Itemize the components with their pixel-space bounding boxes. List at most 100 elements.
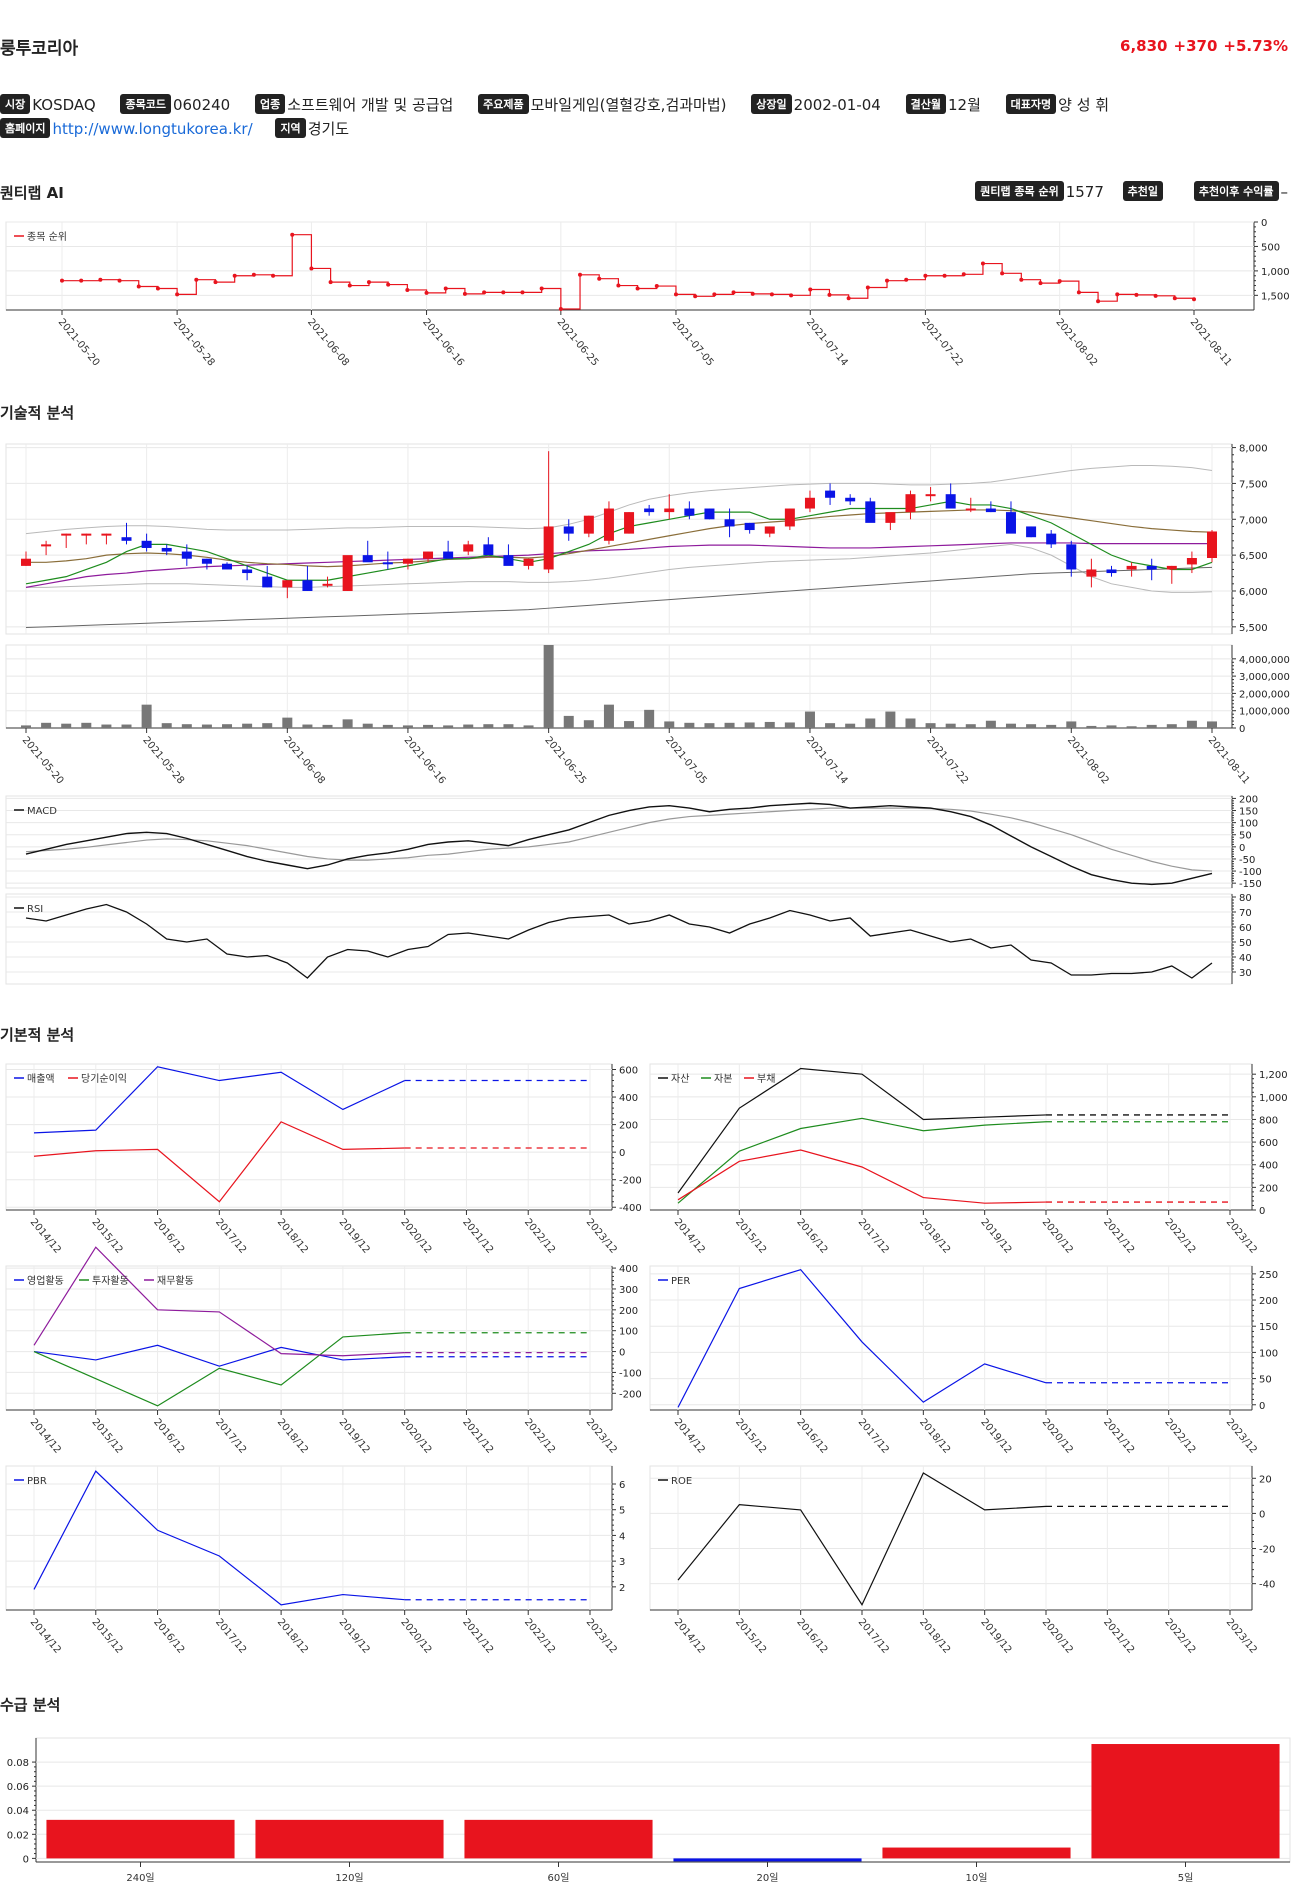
stock-price-box: 6,830 +370 +5.73% [1114, 37, 1288, 55]
volume-bar [603, 704, 614, 728]
rank-point [731, 290, 736, 295]
x-tick-label: 2021/12 [1101, 1217, 1136, 1256]
rank-point [347, 283, 352, 288]
candle-body [744, 522, 755, 531]
candle-body [101, 533, 112, 536]
candle-body [825, 490, 836, 498]
series-line [677, 1149, 1047, 1204]
x-tick-label: 2014/12 [672, 1617, 707, 1656]
x-tick-label: 2021/12 [1101, 1617, 1136, 1656]
supply-bar [673, 1858, 862, 1862]
x-tick-label: 2018/12 [275, 1217, 310, 1256]
volume-bar [845, 723, 856, 728]
series-line [677, 1472, 1047, 1606]
x-tick-label: 2017/12 [856, 1217, 891, 1256]
x-tick-label: 2014/12 [672, 1217, 707, 1256]
rank-point [961, 272, 966, 277]
y-tick-label: -150 [1239, 879, 1262, 890]
x-tick-label: 2020/12 [398, 1417, 433, 1456]
market-tag: 시장 [0, 94, 31, 114]
rank-point [865, 285, 870, 290]
supply-bar [882, 1847, 1071, 1859]
region-value: 경기도 [307, 120, 350, 138]
y-tick-label: 30 [1239, 968, 1252, 979]
series-line [33, 1344, 405, 1367]
roe-chart: -40 -20 0 20 2014/12 2015/12 2016/12 2017/12 201… [649, 1465, 1275, 1656]
supply-bar [255, 1819, 444, 1859]
rank-chart: 0 500 1,000 1,500 2021-05-20 2021-05-28 2021-0… [5, 218, 1290, 369]
x-tick-label: 2014/12 [28, 1617, 63, 1656]
candle-body [1126, 565, 1137, 570]
candle-body [1005, 512, 1016, 534]
y-tick-label: 0 [619, 1148, 625, 1159]
rsi-line [25, 903, 1213, 979]
volume-bar [402, 725, 413, 728]
volume-bar [563, 715, 574, 728]
candle-body [1207, 531, 1217, 558]
x-tick-label: 2021/12 [460, 1217, 495, 1256]
x-tick-label: 2021-05-20 [56, 317, 102, 369]
ma-purple-line [25, 542, 1212, 588]
volume-bar [523, 725, 534, 728]
x-tick-label: 2020/12 [398, 1217, 433, 1256]
x-tick-label: 2018/12 [917, 1417, 952, 1456]
y-tick-label: 500 [1261, 242, 1280, 253]
y-tick-label: 0 [619, 1348, 625, 1359]
supply-bar [464, 1819, 653, 1859]
industry-value: 소프트웨어 개발 및 공급업 [287, 96, 454, 114]
volume-bar [242, 723, 253, 728]
y-tick-label: 2 [619, 1583, 625, 1594]
rank-point [769, 292, 774, 297]
rank-point [980, 261, 985, 266]
x-tick-label: 2021-05-20 [20, 735, 66, 787]
x-tick-label: 20일 [757, 1872, 779, 1884]
x-tick-label: 2020/12 [1040, 1217, 1075, 1256]
y-tick-label: 3,000,000 [1239, 672, 1290, 683]
y-tick-label: 100 [619, 1327, 638, 1338]
rank-point [712, 292, 717, 297]
volume-bar [81, 722, 92, 728]
candle-body [885, 512, 896, 523]
rank-point [405, 287, 410, 292]
series-line [33, 1121, 405, 1203]
fiscal-tag: 결산월 [905, 94, 946, 114]
pbr-chart: 2 3 4 5 6 2014/12 2015/12 2016/12 2017/12 2018/12… [5, 1465, 625, 1656]
candle-body [463, 544, 474, 552]
bollinger-upper-line [25, 465, 1213, 535]
x-tick-label: 2021-06-08 [281, 735, 327, 787]
x-tick-label: 2023/12 [1224, 1417, 1259, 1456]
stock-info-row-1: 시장 KOSDAQ 종목코드 060240 업종 소프트웨어 개발 및 공급업 주요제… [0, 94, 1129, 115]
section-title-ai: 퀀티랩 AI [0, 184, 64, 202]
legend-label: 당기순이익 [81, 1073, 127, 1085]
volume-bar [905, 718, 916, 728]
candle-body [1066, 544, 1077, 570]
y-tick-label: 0 [1239, 724, 1245, 735]
y-tick-label: 5,500 [1239, 623, 1268, 634]
legend-label: PER [671, 1276, 690, 1287]
candle-body [342, 555, 353, 591]
x-tick-label: 2021-07-22 [924, 735, 970, 787]
plot-frame [649, 1465, 1253, 1611]
candle-body [724, 519, 735, 527]
volume-bar [704, 723, 715, 728]
y-tick-label: 2,000,000 [1239, 689, 1290, 700]
rank-point [117, 278, 122, 283]
macd-line [25, 802, 1213, 886]
rank-point [578, 272, 583, 277]
y-tick-label: -400 [619, 1203, 642, 1214]
rank-point [155, 286, 160, 291]
legend-label: PBR [27, 1476, 47, 1487]
homepage-link[interactable]: http://www.longtukorea.kr/ [52, 120, 253, 138]
rank-point [328, 280, 333, 285]
rank-point [846, 296, 851, 301]
candle-body [181, 551, 192, 559]
rank-point [501, 290, 506, 295]
y-tick-label: 6,500 [1239, 551, 1268, 562]
x-tick-label: 2021-05-28 [171, 317, 217, 369]
volume-bar [141, 704, 152, 728]
volume-bar [885, 711, 896, 728]
volume-bar [382, 724, 393, 728]
candle-body [322, 583, 333, 586]
volume-bar [282, 717, 293, 728]
